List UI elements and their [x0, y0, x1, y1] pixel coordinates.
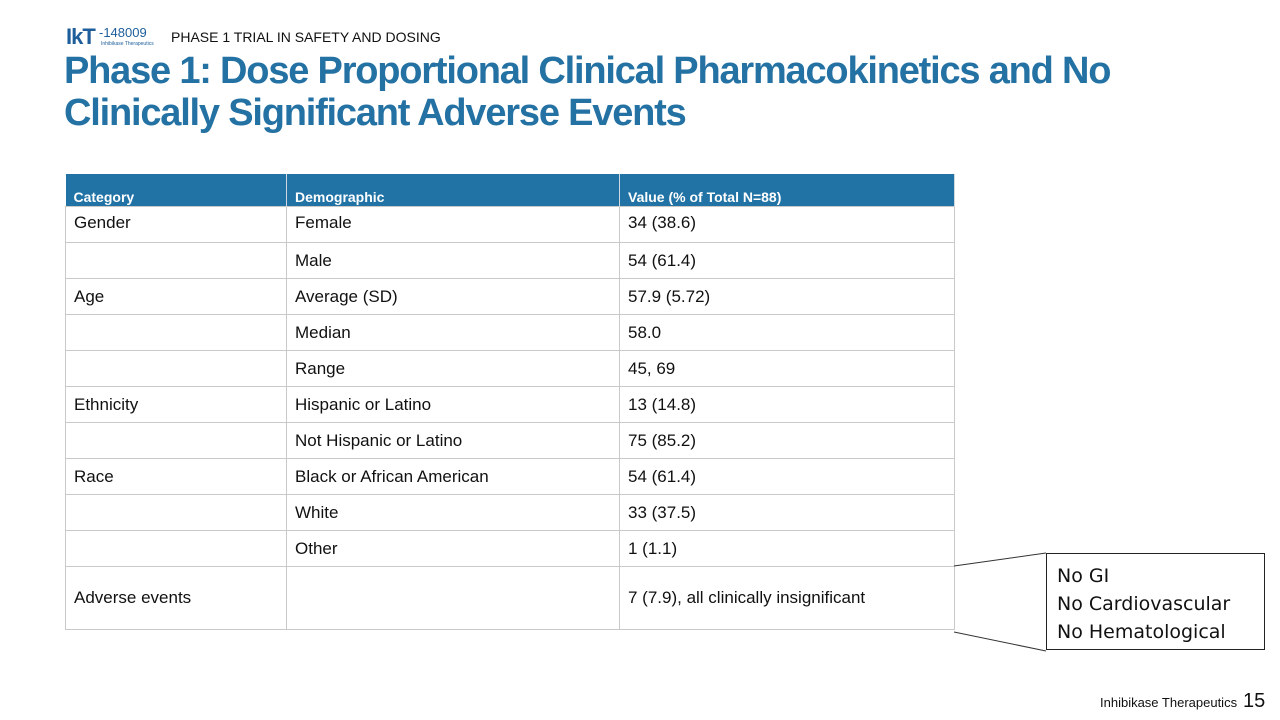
table-row: Race Black or African American 54 (61.4): [65, 458, 955, 495]
cell-value: 33 (37.5): [619, 494, 955, 531]
table-row: Range 45, 69: [65, 350, 955, 387]
table-row: Median 58.0: [65, 314, 955, 351]
cell-category: [65, 494, 287, 531]
cell-category: Adverse events: [65, 566, 287, 630]
cell-value: 58.0: [619, 314, 955, 351]
callout-line-top: [953, 552, 1047, 567]
cell-value: 34 (38.6): [619, 206, 955, 243]
cell-demographic: Hispanic or Latino: [286, 386, 620, 423]
cell-value: 45, 69: [619, 350, 955, 387]
footer-company: Inhibikase Therapeutics: [1100, 695, 1238, 710]
table-header-row: Category Demographic Value (% of Total N…: [65, 174, 955, 207]
cell-value: 75 (85.2): [619, 422, 955, 459]
table-row: Adverse events 7 (7.9), all clinically i…: [65, 566, 955, 630]
header-category: Category: [65, 174, 287, 207]
cell-demographic: Other: [286, 530, 620, 567]
logo-company: Inhibikase Therapeutics: [101, 41, 154, 47]
cell-demographic: Not Hispanic or Latino: [286, 422, 620, 459]
demographics-table: Category Demographic Value (% of Total N…: [65, 174, 955, 630]
table-row: White 33 (37.5): [65, 494, 955, 531]
callout-line: No Cardiovascular: [1057, 593, 1231, 615]
page-number: 15: [1243, 690, 1266, 712]
logo-code: -148009: [99, 25, 147, 40]
cell-demographic: White: [286, 494, 620, 531]
cell-value: 7 (7.9), all clinically insignificant: [619, 566, 955, 630]
cell-demographic: Male: [286, 242, 620, 279]
table-row: Age Average (SD) 57.9 (5.72): [65, 278, 955, 315]
cell-value: 54 (61.4): [619, 242, 955, 279]
cell-category: Ethnicity: [65, 386, 287, 423]
cell-category: [65, 314, 287, 351]
callout-line: No GI: [1057, 565, 1110, 587]
cell-category: [65, 242, 287, 279]
cell-demographic: Black or African American: [286, 458, 620, 495]
cell-category: [65, 422, 287, 459]
cell-demographic: Female: [286, 206, 620, 243]
cell-value: 54 (61.4): [619, 458, 955, 495]
cell-category: [65, 530, 287, 567]
table-row: Other 1 (1.1): [65, 530, 955, 567]
table-row: Ethnicity Hispanic or Latino 13 (14.8): [65, 386, 955, 423]
table-row: Not Hispanic or Latino 75 (85.2): [65, 422, 955, 459]
adverse-events-callout: No GI No Cardiovascular No Hematological: [1046, 553, 1265, 650]
cell-value: 13 (14.8): [619, 386, 955, 423]
trial-label: PHASE 1 TRIAL IN SAFETY AND DOSING: [171, 29, 441, 45]
cell-demographic: Range: [286, 350, 620, 387]
callout-line-bottom: [953, 631, 1047, 652]
cell-value: 57.9 (5.72): [619, 278, 955, 315]
table-row: Male 54 (61.4): [65, 242, 955, 279]
header-value: Value (% of Total N=88): [619, 174, 955, 207]
cell-category: Race: [65, 458, 287, 495]
cell-category: Age: [65, 278, 287, 315]
table-row: Gender Female 34 (38.6): [65, 206, 955, 243]
cell-demographic: [286, 566, 620, 630]
cell-demographic: Average (SD): [286, 278, 620, 315]
logo-mark: IkT: [66, 24, 96, 49]
cell-value: 1 (1.1): [619, 530, 955, 567]
cell-demographic: Median: [286, 314, 620, 351]
header-demographic: Demographic: [286, 174, 620, 207]
callout-line: No Hematological: [1057, 621, 1226, 643]
cell-category: [65, 350, 287, 387]
cell-category: Gender: [65, 206, 287, 243]
company-logo: IkT -148009 Inhibikase Therapeutics: [66, 26, 158, 50]
slide-title: Phase 1: Dose Proportional Clinical Phar…: [64, 50, 1111, 134]
